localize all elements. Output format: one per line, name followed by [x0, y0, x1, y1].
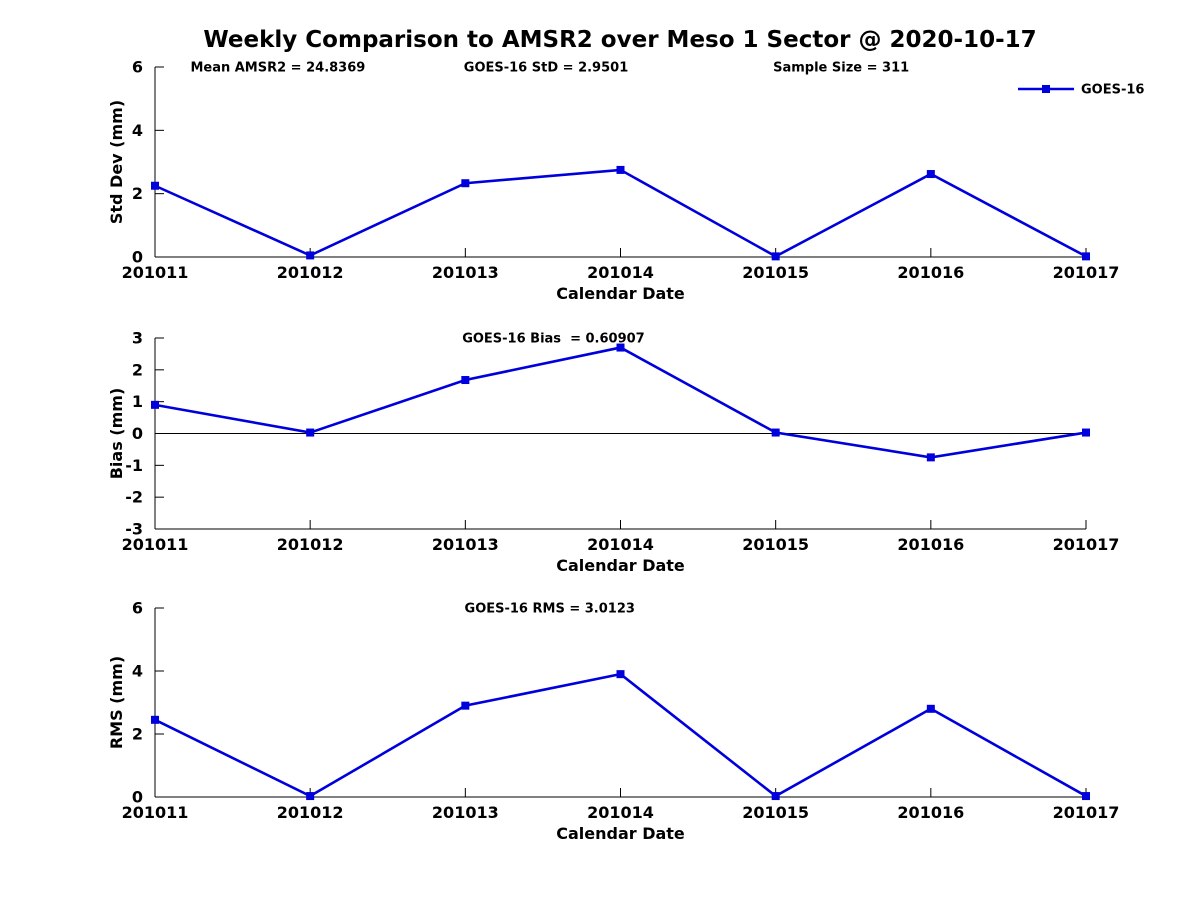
y-axis-title: Bias (mm) — [107, 388, 126, 480]
data-point-marker — [461, 376, 470, 385]
data-point-marker — [771, 792, 780, 801]
x-tick-label: 201011 — [122, 535, 189, 554]
x-tick-label: 201013 — [432, 535, 499, 554]
x-tick-label: 201012 — [277, 535, 344, 554]
data-point-marker — [1082, 428, 1090, 437]
y-tick-label: 0 — [132, 788, 143, 807]
subplot-bias: -3 -2 -1 0 1 2 3 201011 201012 201013 201014 201015… — [107, 329, 1119, 576]
data-point-marker — [771, 428, 780, 437]
x-tick-label: 201017 — [1053, 803, 1120, 822]
x-tick-label: 201015 — [742, 803, 809, 822]
data-point-marker — [461, 701, 470, 710]
y-tick-label: 2 — [132, 184, 143, 203]
data-point-marker — [306, 428, 315, 437]
data-point-marker — [461, 179, 470, 188]
y-tick-label: -1 — [125, 456, 143, 475]
y-tick-label: 4 — [132, 121, 143, 140]
data-point-marker — [616, 670, 625, 679]
y-tick-label: 4 — [132, 662, 143, 681]
y-tick-label: -2 — [125, 488, 143, 507]
legend-label: GOES-16 — [1081, 83, 1144, 98]
data-point-marker — [306, 251, 315, 260]
data-point-marker — [616, 343, 625, 352]
x-tick-label: 201016 — [897, 263, 964, 282]
x-axis-title: Calendar Date — [556, 556, 685, 575]
data-point-marker — [151, 181, 159, 190]
y-tick-label: 0 — [132, 248, 143, 267]
x-tick-label: 201016 — [897, 535, 964, 554]
data-point-marker — [1082, 252, 1090, 261]
data-point-marker — [616, 165, 625, 174]
x-tick-label: 201016 — [897, 803, 964, 822]
y-axis-title: Std Dev (mm) — [107, 100, 126, 224]
x-tick-label: 201015 — [742, 263, 809, 282]
stat-annotation: GOES-16 Bias = 0.60907 — [462, 332, 645, 347]
y-tick-label: 6 — [132, 58, 143, 77]
stat-annotation: GOES-16 RMS = 3.0123 — [465, 602, 635, 617]
figure-title: Weekly Comparison to AMSR2 over Meso 1 S… — [203, 27, 1037, 53]
x-tick-label: 201011 — [122, 263, 189, 282]
x-tick-label: 201014 — [587, 263, 654, 282]
y-tick-label: -3 — [125, 520, 143, 539]
legend-marker — [1042, 85, 1050, 93]
y-axis-title: RMS (mm) — [107, 656, 126, 749]
x-tick-label: 201013 — [432, 803, 499, 822]
y-tick-label: 3 — [132, 329, 143, 348]
data-point-marker — [306, 792, 315, 801]
series-line — [154, 168, 1087, 258]
series-line — [154, 672, 1087, 798]
legend: GOES-16 — [1018, 83, 1144, 98]
x-tick-label: 201017 — [1053, 535, 1120, 554]
x-axis-title: Calendar Date — [556, 824, 685, 843]
x-tick-label: 201012 — [277, 803, 344, 822]
subplot-rms: 0 2 4 6 201011 201012 201013 201014 201015 201016… — [107, 599, 1119, 844]
subplot-std-dev: 0 2 4 6 201011 201012 201013 201014 201015 201016… — [107, 58, 1144, 304]
y-tick-label: 2 — [132, 360, 143, 379]
series-line — [154, 346, 1087, 459]
data-point-marker — [926, 170, 935, 179]
x-tick-label: 201017 — [1053, 263, 1120, 282]
y-tick-label: 6 — [132, 599, 143, 618]
y-tick-label: 0 — [132, 424, 143, 443]
x-tick-label: 201012 — [277, 263, 344, 282]
data-point-marker — [1082, 792, 1090, 801]
stat-annotation: Sample Size = 311 — [773, 61, 909, 76]
data-point-marker — [151, 715, 159, 724]
stat-annotation: GOES-16 StD = 2.9501 — [464, 61, 628, 76]
x-tick-label: 201014 — [587, 535, 654, 554]
stat-annotation: Mean AMSR2 = 24.8369 — [190, 61, 365, 76]
x-axis-title: Calendar Date — [556, 284, 685, 303]
y-tick-label: 1 — [132, 392, 143, 411]
data-point-marker — [926, 453, 935, 462]
x-tick-label: 201013 — [432, 263, 499, 282]
y-tick-label: 2 — [132, 725, 143, 744]
x-tick-label: 201015 — [742, 535, 809, 554]
x-tick-label: 201011 — [122, 803, 189, 822]
data-point-marker — [771, 252, 780, 261]
data-point-marker — [151, 400, 159, 409]
x-tick-label: 201014 — [587, 803, 654, 822]
data-point-marker — [926, 704, 935, 713]
